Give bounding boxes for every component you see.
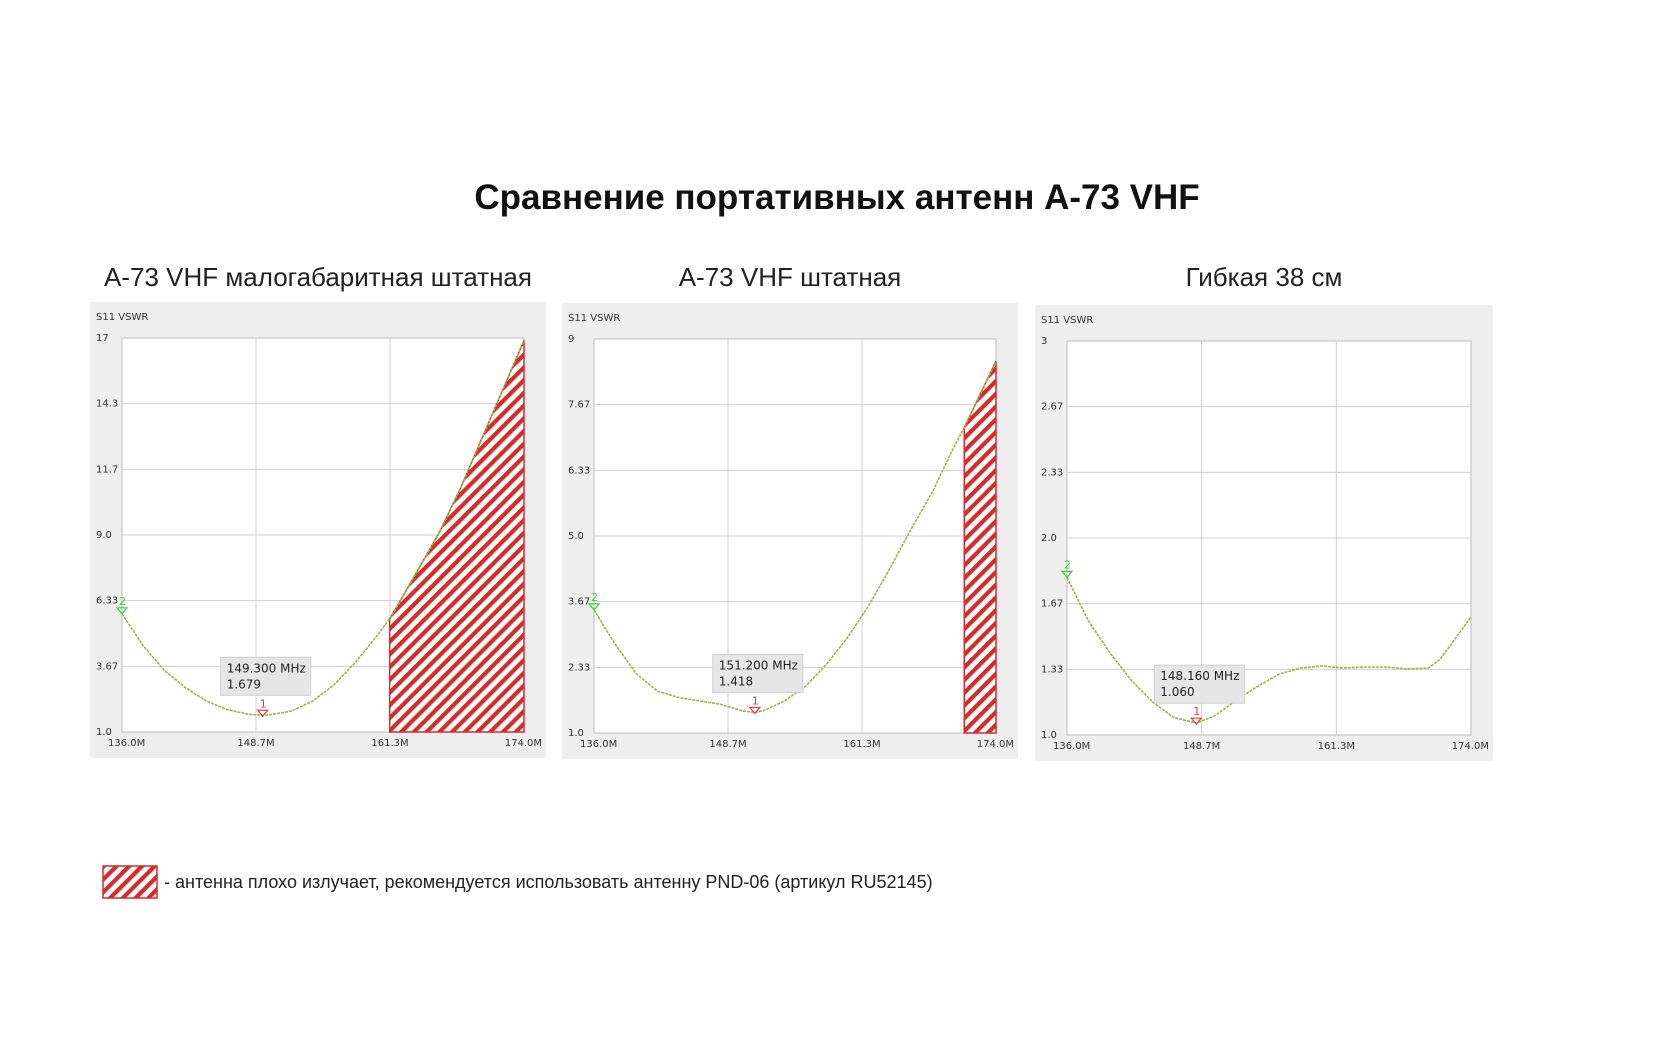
y-tick-label: 6.33 xyxy=(96,596,118,607)
y-tick-label: 1.33 xyxy=(1041,664,1063,675)
marker-1-label: 1 xyxy=(752,694,759,707)
legend-text: - антенна плохо излучает, рекомендуется … xyxy=(164,871,933,892)
y-axis-label: S11 VSWR xyxy=(96,312,148,323)
y-axis-label: S11 VSWR xyxy=(1041,315,1093,326)
chart-title-compact: А-73 VHF малогабаритная штатная xyxy=(104,262,532,292)
x-tick-label: 136.0M xyxy=(1053,741,1090,752)
marker-frequency: 148.160 MHz xyxy=(1160,669,1239,683)
legend-swatch-rect xyxy=(102,865,158,899)
y-tick-label: 1.0 xyxy=(96,727,112,738)
marker-2-icon xyxy=(587,603,601,611)
legend-hatch-swatch xyxy=(102,865,158,899)
x-tick-label: 174.0M xyxy=(1452,741,1489,752)
marker-vswr-value: 1.060 xyxy=(1160,685,1194,699)
y-tick-label: 9 xyxy=(568,334,574,345)
marker-vswr-value: 1.418 xyxy=(719,674,753,688)
y-tick-label: 2.33 xyxy=(1041,467,1063,478)
x-tick-label: 148.7M xyxy=(1183,741,1220,752)
marker-1-icon xyxy=(1189,717,1203,726)
y-axis-label: S11 VSWR xyxy=(568,313,620,324)
y-tick-label: 3.67 xyxy=(568,597,590,608)
marker-vswr-value: 1.679 xyxy=(227,677,261,691)
marker-annotation-box xyxy=(220,656,312,696)
x-tick-label: 136.0M xyxy=(580,739,617,750)
marker-annotation-box xyxy=(712,653,804,693)
x-tick-label: 161.3M xyxy=(371,738,408,749)
vswr-trace xyxy=(121,340,525,717)
legend: - антенна плохо излучает, рекомендуется … xyxy=(102,864,933,900)
y-tick-label: 14.3 xyxy=(96,399,118,410)
y-tick-label: 1.67 xyxy=(1041,599,1063,610)
marker-2-label: 2 xyxy=(119,595,126,608)
marker-frequency: 151.200 MHz xyxy=(719,658,798,672)
marker-1-icon xyxy=(256,709,269,718)
y-tick-label: 3 xyxy=(1041,336,1047,347)
chart-panel-compact: S11 VSWR 17 14.3 11.7 9.0 6.33 3.67 1.0 136.0M 14… xyxy=(90,302,546,758)
y-tick-label: 2.0 xyxy=(1041,533,1057,544)
x-tick-label: 148.7M xyxy=(709,739,746,750)
x-tick-label: 174.0M xyxy=(977,739,1014,750)
chart-title-flexible: Гибкая 38 см xyxy=(1185,262,1343,292)
x-tick-label: 148.7M xyxy=(237,738,274,749)
poor-radiation-region xyxy=(963,360,997,734)
chart-panel-standard: S11 VSWR 9 7.67 6.33 5.0 3.67 2.33 1.0 136.0M 148… xyxy=(562,303,1018,759)
y-tick-label: 3.67 xyxy=(96,661,118,672)
chart-panel-flexible: S11 VSWR 3 2.67 2.33 2.0 1.67 1.33 1.0 136.0M 148… xyxy=(1035,305,1493,761)
marker-1-label: 1 xyxy=(1193,705,1200,718)
vswr-trace xyxy=(1066,577,1472,725)
marker-2-label: 2 xyxy=(1064,558,1071,571)
x-tick-label: 161.3M xyxy=(1318,741,1355,752)
marker-1-icon xyxy=(748,706,762,715)
chart-title-standard: А-73 VHF штатная xyxy=(678,262,902,292)
y-tick-label: 9.0 xyxy=(96,530,112,541)
marker-1-label: 1 xyxy=(260,697,267,710)
y-tick-label: 17 xyxy=(96,333,109,344)
x-tick-label: 136.0M xyxy=(108,738,145,749)
marker-2-label: 2 xyxy=(591,591,598,604)
page-title: Сравнение портативных антенн А-73 VHF xyxy=(474,178,1200,217)
y-tick-label: 7.67 xyxy=(568,400,590,411)
y-tick-label: 1.0 xyxy=(1041,730,1057,741)
y-tick-label: 2.33 xyxy=(568,662,590,673)
marker-annotation-box xyxy=(1153,664,1245,704)
y-tick-label: 2.67 xyxy=(1041,402,1063,413)
marker-2-icon xyxy=(1060,570,1074,579)
x-tick-label: 161.3M xyxy=(843,739,880,750)
y-tick-label: 1.0 xyxy=(568,728,584,739)
y-tick-label: 11.7 xyxy=(96,464,118,475)
marker-frequency: 149.300 MHz xyxy=(227,661,306,675)
y-tick-label: 5.0 xyxy=(568,531,584,542)
y-tick-label: 6.33 xyxy=(568,465,590,476)
marker-2-icon xyxy=(115,607,129,615)
x-tick-label: 174.0M xyxy=(505,738,542,749)
vswr-trace xyxy=(593,360,997,714)
